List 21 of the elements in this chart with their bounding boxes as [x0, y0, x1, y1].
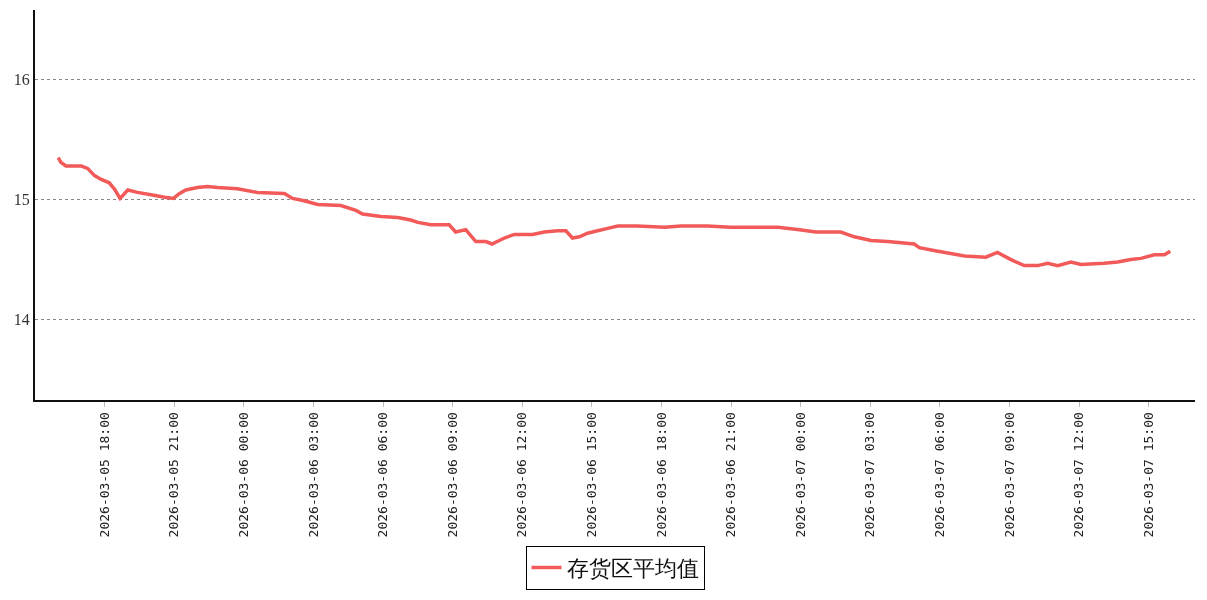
x-tick-label: 2026-03-07 12:00 — [1071, 412, 1087, 538]
x-tick-label: 2026-03-06 00:00 — [236, 412, 252, 538]
x-tick-label: 2026-03-06 18:00 — [653, 412, 669, 538]
y-tick-label: 16 — [13, 71, 30, 89]
x-tick-label: 2026-03-07 03:00 — [862, 412, 878, 538]
x-tick-label: 2026-03-07 06:00 — [932, 412, 948, 538]
x-tick-label: 2026-03-05 18:00 — [96, 412, 112, 538]
x-tick-label: 2026-03-06 15:00 — [584, 412, 600, 538]
x-tick-label: 2026-03-07 15:00 — [1140, 412, 1156, 538]
legend-label: 存货区平均值 — [566, 556, 699, 582]
line-series — [56, 155, 1172, 268]
y-tick-label: 15 — [13, 191, 30, 209]
x-tick-label: 2026-03-07 09:00 — [1001, 412, 1017, 538]
x-tick-label: 2026-03-07 00:00 — [792, 412, 808, 538]
x-tick-label: 2026-03-06 03:00 — [305, 412, 321, 538]
x-tick-label: 2026-03-06 21:00 — [723, 412, 739, 538]
y-tick-label: 14 — [13, 311, 30, 329]
x-tick-label: 2026-03-05 21:00 — [166, 412, 182, 538]
x-tick-label: 2026-03-06 09:00 — [444, 412, 460, 538]
x-tick-label: 2026-03-06 12:00 — [514, 412, 530, 538]
x-tick-label: 2026-03-06 06:00 — [375, 412, 391, 538]
